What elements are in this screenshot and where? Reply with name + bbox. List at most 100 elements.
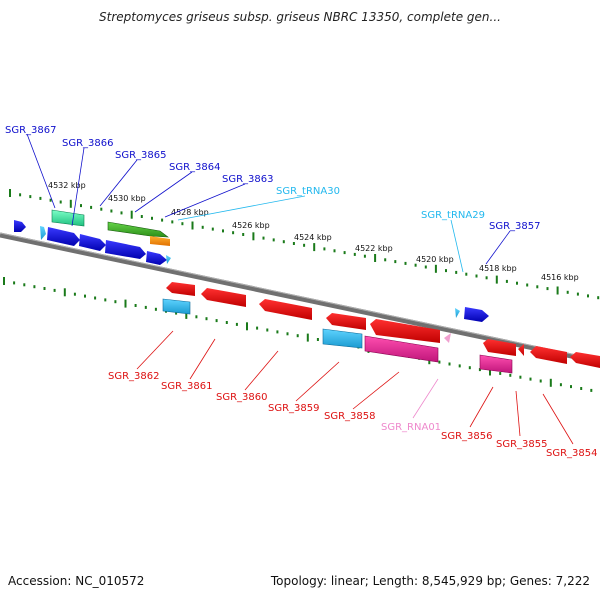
major-tick <box>549 378 552 387</box>
sgr-3859-gene[interactable] <box>326 313 366 330</box>
minor-tick <box>120 211 123 215</box>
sgr-3861-gene[interactable] <box>201 288 246 307</box>
minor-tick <box>286 332 289 336</box>
sgr-3864-gene[interactable] <box>105 240 146 259</box>
orange-feature[interactable] <box>150 236 170 246</box>
sgr-3855-gene[interactable] <box>518 344 524 356</box>
trna29-feature[interactable] <box>455 308 460 318</box>
major-tick <box>246 322 248 331</box>
map-title: Streptomyces griseus subsp. griseus NBRC… <box>99 10 501 24</box>
minor-tick <box>303 243 306 247</box>
minor-tick <box>455 270 458 274</box>
minor-tick <box>570 385 572 389</box>
gene-label-sgr-3855[interactable]: SGR_3855 <box>496 439 548 450</box>
gene-label-sgr-3863[interactable]: SGR_3863 <box>222 174 274 185</box>
major-tick <box>185 310 188 319</box>
gene-label-sgr-3857[interactable]: SGR_3857 <box>489 221 541 232</box>
scale-label-4520: 4520 kbp <box>416 255 454 264</box>
sgr-3858-box[interactable] <box>364 335 439 363</box>
scale-label-4528: 4528 kbp <box>171 208 209 217</box>
minor-tick <box>590 388 593 392</box>
sgr-3865-gene[interactable] <box>107 221 169 238</box>
sgr-3858-gene[interactable] <box>370 319 440 343</box>
minor-tick <box>546 287 549 291</box>
leader-line <box>26 133 56 209</box>
minor-tick <box>195 315 198 319</box>
gene-label-sgr-3861[interactable]: SGR_3861 <box>161 381 213 392</box>
trna-feature[interactable] <box>40 226 46 240</box>
reverse-strand-features <box>162 282 600 374</box>
sgr-3866-gene[interactable] <box>47 227 80 246</box>
reverse-gene-arrow[interactable] <box>570 352 600 368</box>
gene-label-sgr-3864[interactable]: SGR_3864 <box>169 162 221 173</box>
minor-tick <box>43 287 46 290</box>
minor-tick <box>73 292 76 296</box>
minor-tick <box>282 240 285 244</box>
leader-line <box>177 195 306 221</box>
minor-tick <box>576 292 579 296</box>
minor-tick <box>90 205 93 209</box>
leader-line <box>412 378 439 419</box>
minor-tick <box>29 195 32 199</box>
minor-tick <box>536 285 539 289</box>
minor-tick <box>353 252 356 256</box>
gene-label-sgr-3862[interactable]: SGR_3862 <box>108 371 160 382</box>
sgr-3856-gene[interactable] <box>483 339 516 356</box>
sgr-3862-gene[interactable] <box>166 282 195 296</box>
minor-tick <box>175 311 178 315</box>
leader-line <box>295 361 340 402</box>
gene-label-sgr-3854[interactable]: SGR_3854 <box>546 448 598 459</box>
major-tick <box>69 199 72 208</box>
gene-label-sgr-trna30[interactable]: SGR_tRNA30 <box>276 186 340 197</box>
minor-tick <box>33 285 36 289</box>
major-tick <box>124 299 127 308</box>
reverse-scale-ticks <box>3 277 593 392</box>
gene-label-sgr-3858[interactable]: SGR_3858 <box>324 411 376 422</box>
minor-tick <box>485 276 488 280</box>
sgr-3867-gene[interactable] <box>51 209 85 227</box>
minor-tick <box>154 307 157 311</box>
leader-line <box>515 390 521 437</box>
leader-line <box>71 147 85 227</box>
major-tick <box>313 243 316 252</box>
gene-label-sgr-3865[interactable]: SGR_3865 <box>115 150 167 161</box>
sgr-3856-box[interactable] <box>479 354 513 374</box>
gene-label-sgr-3867[interactable]: SGR_3867 <box>5 125 57 136</box>
sgr-3854-gene[interactable] <box>530 346 567 364</box>
major-tick <box>434 264 437 273</box>
minor-tick <box>144 305 147 309</box>
gene-label-sgr-3866[interactable]: SGR_3866 <box>62 138 114 149</box>
minor-tick <box>475 274 478 278</box>
gene-label-sgr-trna29[interactable]: SGR_tRNA29 <box>421 210 485 221</box>
sgr-3862-tRNA-box[interactable] <box>162 298 191 315</box>
minor-tick <box>140 215 143 218</box>
sgr-3857-gene[interactable] <box>464 307 489 322</box>
major-tick <box>489 367 491 376</box>
sgr-3859-box[interactable] <box>322 328 363 349</box>
gene-label-sgr-3856[interactable]: SGR_3856 <box>441 431 493 442</box>
minor-tick <box>110 209 113 213</box>
forward-gene-arrow[interactable] <box>14 220 26 232</box>
forward-gene-arrow[interactable] <box>79 234 106 251</box>
sgr-3860-gene[interactable] <box>259 299 312 320</box>
reverse-gene-labels: SGR_3862 SGR_3861 SGR_3860 SGR_3859 SGR_… <box>108 330 598 459</box>
minor-tick <box>94 296 97 300</box>
minor-tick <box>80 204 82 208</box>
minor-tick <box>384 258 387 262</box>
gene-label-sgr-rna01[interactable]: SGR_RNA01 <box>381 422 441 433</box>
trna30-feature[interactable] <box>166 255 171 264</box>
minor-tick <box>201 225 204 229</box>
leader-line <box>469 386 494 428</box>
minor-tick <box>215 319 218 323</box>
minor-tick <box>445 269 447 273</box>
minor-tick <box>505 279 508 283</box>
minor-tick <box>333 249 336 253</box>
sgr-rna01-feature[interactable] <box>444 333 451 343</box>
minor-tick <box>222 229 224 233</box>
minor-tick <box>59 200 62 204</box>
gene-label-sgr-3859[interactable]: SGR_3859 <box>268 403 320 414</box>
forward-strand-features <box>14 209 489 322</box>
gene-label-sgr-3860[interactable]: SGR_3860 <box>216 392 268 403</box>
sgr-3863-gene[interactable] <box>146 251 167 265</box>
